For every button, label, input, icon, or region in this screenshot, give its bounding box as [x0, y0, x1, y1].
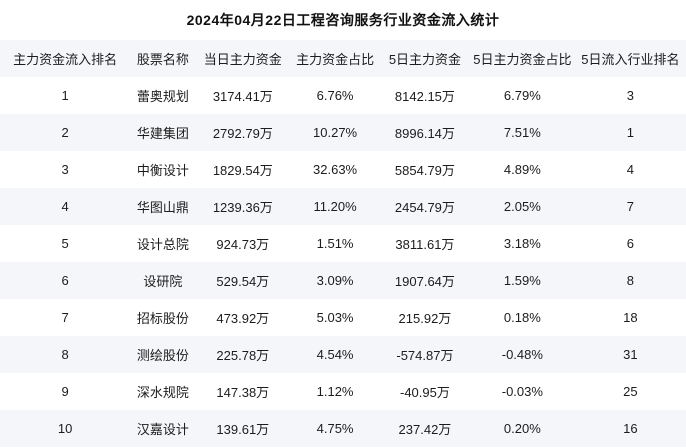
- column-header-5d-industry-rank: 5日流入行业排名: [581, 52, 680, 67]
- cell-5d-main-capital: 2454.79万: [394, 200, 455, 215]
- cell-rank: 9: [61, 384, 69, 399]
- cell-main-capital-ratio: 10.27%: [313, 125, 358, 140]
- cell-5d-main-capital: 8996.14万: [394, 126, 455, 141]
- table-row: 2 华建集团 2792.79万 10.27% 8996.14万 7.51% 1: [0, 114, 686, 151]
- cell-5d-industry-rank: 18: [623, 310, 638, 325]
- cell-5d-main-capital: 237.42万: [398, 422, 452, 437]
- table-row: 1 蕾奥规划 3174.41万 6.76% 8142.15万 6.79% 3: [0, 77, 686, 114]
- cell-main-capital-ratio: 32.63%: [313, 162, 358, 177]
- cell-5d-main-capital: 8142.15万: [394, 89, 455, 104]
- cell-today-main-capital: 3174.41万: [212, 89, 273, 104]
- cell-rank: 10: [57, 421, 73, 436]
- cell-rank: 2: [61, 125, 69, 140]
- cell-stock-name: 设研院: [143, 274, 183, 289]
- column-header-today-main-capital: 当日主力资金: [203, 52, 282, 67]
- cell-today-main-capital: 2792.79万: [212, 126, 273, 141]
- cell-5d-industry-rank: 31: [623, 347, 638, 362]
- capital-flow-table: 主力资金流入排名 股票名称 当日主力资金 主力资金占比 5日主力资金 5日主力资金占比 5日…: [0, 40, 686, 447]
- page-title: 2024年04月22日工程咨询服务行业资金流入统计: [186, 12, 500, 28]
- cell-5d-main-capital-ratio: 7.51%: [503, 125, 541, 140]
- cell-5d-main-capital: 1907.64万: [394, 274, 455, 289]
- cell-stock-name: 汉嘉设计: [136, 422, 189, 437]
- table-header-row: 主力资金流入排名 股票名称 当日主力资金 主力资金占比 5日主力资金 5日主力资金占比 5日…: [0, 40, 686, 77]
- cell-stock-name: 深水规院: [136, 385, 189, 400]
- cell-main-capital-ratio: 5.03%: [316, 310, 354, 325]
- cell-rank: 3: [61, 162, 69, 177]
- cell-5d-main-capital: -40.95万: [399, 385, 450, 400]
- cell-today-main-capital: 139.61万: [216, 422, 270, 437]
- title-bar: 2024年04月22日工程咨询服务行业资金流入统计: [0, 0, 686, 40]
- cell-today-main-capital: 473.92万: [216, 311, 270, 326]
- cell-5d-main-capital-ratio: -0.48%: [501, 347, 543, 362]
- cell-main-capital-ratio: 11.20%: [313, 199, 357, 214]
- table-row: 9 深水规院 147.38万 1.12% -40.95万 -0.03% 25: [0, 373, 686, 410]
- table-row: 6 设研院 529.54万 3.09% 1907.64万 1.59% 8: [0, 262, 686, 299]
- cell-stock-name: 蕾奥规划: [136, 89, 189, 104]
- cell-5d-main-capital: 215.92万: [398, 311, 452, 326]
- cell-5d-industry-rank: 1: [626, 125, 635, 140]
- column-header-rank: 主力资金流入排名: [13, 52, 118, 67]
- column-header-stock-name: 股票名称: [136, 52, 189, 67]
- table-body: 1 蕾奥规划 3174.41万 6.76% 8142.15万 6.79% 3 2 华建集团 279…: [0, 77, 686, 447]
- cell-main-capital-ratio: 6.76%: [316, 88, 354, 103]
- table-row: 4 华图山鼎 1239.36万 11.20% 2454.79万 2.05% 7: [0, 188, 686, 225]
- table-row: 3 中衡设计 1829.54万 32.63% 5854.79万 4.89% 4: [0, 151, 686, 188]
- column-header-5d-main-capital-ratio: 5日主力资金占比: [473, 52, 572, 67]
- cell-rank: 8: [61, 347, 69, 362]
- cell-5d-industry-rank: 4: [626, 162, 635, 177]
- cell-rank: 6: [61, 273, 69, 288]
- cell-5d-industry-rank: 3: [626, 88, 635, 103]
- cell-today-main-capital: 1829.54万: [212, 163, 273, 178]
- cell-5d-main-capital-ratio: 4.89%: [503, 162, 541, 177]
- cell-5d-main-capital-ratio: -0.03%: [501, 384, 543, 399]
- cell-5d-main-capital: 3811.61万: [395, 237, 455, 252]
- cell-5d-industry-rank: 6: [626, 236, 635, 251]
- cell-rank: 4: [61, 199, 69, 214]
- cell-today-main-capital: 147.38万: [216, 385, 270, 400]
- cell-main-capital-ratio: 1.51%: [316, 236, 354, 251]
- cell-5d-industry-rank: 8: [626, 273, 635, 288]
- cell-stock-name: 测绘股份: [136, 348, 189, 363]
- table-row: 10 汉嘉设计 139.61万 4.75% 237.42万 0.20% 16: [0, 410, 686, 447]
- cell-stock-name: 华建集团: [136, 126, 189, 141]
- cell-5d-industry-rank: 7: [626, 199, 635, 214]
- cell-5d-main-capital-ratio: 0.18%: [503, 310, 541, 325]
- cell-today-main-capital: 924.73万: [216, 237, 270, 252]
- column-header-main-capital-ratio: 主力资金占比: [296, 52, 375, 67]
- cell-today-main-capital: 529.54万: [216, 274, 270, 289]
- table-row: 8 测绘股份 225.78万 4.54% -574.87万 -0.48% 31: [0, 336, 686, 373]
- cell-rank: 5: [61, 236, 69, 251]
- cell-rank: 7: [61, 310, 69, 325]
- cell-stock-name: 招标股份: [136, 311, 189, 326]
- table-row: 7 招标股份 473.92万 5.03% 215.92万 0.18% 18: [0, 299, 686, 336]
- column-header-5d-main-capital: 5日主力资金: [388, 52, 462, 67]
- cell-main-capital-ratio: 4.54%: [316, 347, 354, 362]
- cell-today-main-capital: 225.78万: [216, 348, 270, 363]
- cell-main-capital-ratio: 4.75%: [316, 421, 354, 436]
- cell-5d-main-capital-ratio: 3.18%: [503, 236, 541, 251]
- cell-5d-main-capital-ratio: 6.79%: [503, 88, 541, 103]
- cell-5d-main-capital: -574.87万: [396, 348, 454, 363]
- cell-main-capital-ratio: 3.09%: [316, 273, 354, 288]
- cell-main-capital-ratio: 1.12%: [316, 384, 354, 399]
- cell-5d-main-capital-ratio: 2.05%: [503, 199, 541, 214]
- cell-stock-name: 中衡设计: [136, 163, 189, 178]
- cell-5d-main-capital: 5854.79万: [394, 163, 455, 178]
- cell-5d-industry-rank: 16: [623, 421, 638, 436]
- cell-5d-main-capital-ratio: 1.59%: [503, 273, 541, 288]
- table-row: 5 设计总院 924.73万 1.51% 3811.61万 3.18% 6: [0, 225, 686, 262]
- cell-today-main-capital: 1239.36万: [212, 200, 273, 215]
- cell-rank: 1: [61, 88, 69, 103]
- cell-stock-name: 华图山鼎: [136, 200, 189, 215]
- cell-stock-name: 设计总院: [136, 237, 189, 252]
- cell-5d-industry-rank: 25: [623, 384, 638, 399]
- cell-5d-main-capital-ratio: 0.20%: [503, 421, 541, 436]
